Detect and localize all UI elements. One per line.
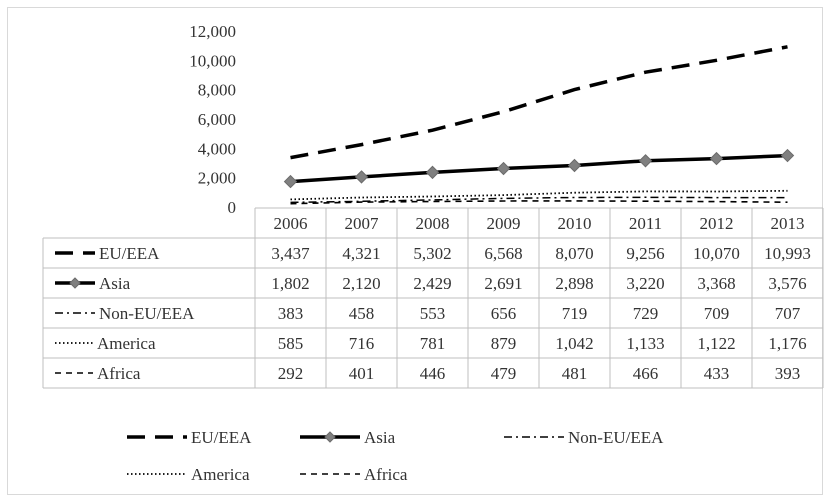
y-tick-label: 12,000 xyxy=(189,22,236,41)
legend-marker-asia xyxy=(69,277,81,289)
x-category-label: 2010 xyxy=(558,214,592,233)
y-tick-label: 2,000 xyxy=(198,169,236,188)
table-cell-value: 781 xyxy=(420,334,446,353)
series-line-non-eu-eea xyxy=(290,196,788,204)
table-cell-value: 716 xyxy=(349,334,375,353)
series-line-america xyxy=(290,189,788,201)
table-cell-value: 2,691 xyxy=(484,274,522,293)
data-point-asia xyxy=(354,170,369,184)
table-cell-value: 401 xyxy=(349,364,375,383)
y-axis: 0 2,000 4,000 6,000 8,000 10,000 12,000 xyxy=(189,22,236,217)
x-category-label: 2012 xyxy=(700,214,734,233)
table-cell-value: 10,993 xyxy=(764,244,811,263)
table-cell-value: 656 xyxy=(491,304,517,323)
y-tick-label: 6,000 xyxy=(198,110,236,129)
legend-label-asia: Asia xyxy=(364,428,396,447)
table-cell-value: 446 xyxy=(420,364,446,383)
table-cell-value: 3,220 xyxy=(626,274,664,293)
data-point-asia xyxy=(780,148,795,163)
table-cell-value: 433 xyxy=(704,364,730,383)
table-cell-value: 1,042 xyxy=(555,334,593,353)
table-cell-value: 383 xyxy=(278,304,304,323)
x-category-label: 2006 xyxy=(274,214,308,233)
x-category-label: 2008 xyxy=(416,214,450,233)
table-cell-value: 393 xyxy=(775,364,801,383)
table-cell-value: 585 xyxy=(278,334,304,353)
table-row-label: Africa xyxy=(97,364,141,383)
y-tick-label: 4,000 xyxy=(198,139,236,158)
table-cell-value: 3,368 xyxy=(697,274,735,293)
data-point-asia xyxy=(496,161,511,176)
table-cell-value: 3,576 xyxy=(768,274,806,293)
data-point-asia xyxy=(567,158,582,173)
table-row-label: EU/EEA xyxy=(99,244,160,263)
table-cell-value: 553 xyxy=(420,304,446,323)
table-cell-value: 6,568 xyxy=(484,244,522,263)
table-cell-value: 2,120 xyxy=(342,274,380,293)
table-cell-value: 481 xyxy=(562,364,588,383)
legend-label-non-eu-eea: Non-EU/EEA xyxy=(568,428,664,447)
data-point-asia xyxy=(425,165,440,180)
legend-label-eu-eea: EU/EEA xyxy=(191,428,252,447)
series-line-asia xyxy=(290,153,788,184)
x-category-label: 2011 xyxy=(629,214,662,233)
y-tick-label: 10,000 xyxy=(189,51,236,70)
data-point-asia xyxy=(283,174,298,189)
table-cell-value: 1,122 xyxy=(697,334,735,353)
series-line-eu-eea xyxy=(290,45,788,160)
y-tick-label: 0 xyxy=(228,198,237,217)
table-cell-value: 9,256 xyxy=(626,244,664,263)
x-category-label: 2013 xyxy=(771,214,805,233)
table-cell-value: 479 xyxy=(491,364,517,383)
table-cell-value: 5,302 xyxy=(413,244,451,263)
table-row-label: America xyxy=(97,334,156,353)
table-cell-value: 2,429 xyxy=(413,274,451,293)
table-cell-value: 4,321 xyxy=(342,244,380,263)
table-cell-value: 8,070 xyxy=(555,244,593,263)
table-cell-value: 729 xyxy=(633,304,659,323)
table-cell-value: 2,898 xyxy=(555,274,593,293)
legend-label-america: America xyxy=(191,465,250,484)
table-cell-value: 879 xyxy=(491,334,517,353)
x-category-label: 2009 xyxy=(487,214,521,233)
x-category-label: 2007 xyxy=(345,214,380,233)
table-row-label: Non-EU/EEA xyxy=(99,304,195,323)
table-row-label: Asia xyxy=(99,274,131,293)
table-cell-value: 709 xyxy=(704,304,730,323)
table-cell-value: 1,133 xyxy=(626,334,664,353)
data-point-asia xyxy=(638,154,653,168)
table-cell-value: 458 xyxy=(349,304,375,323)
table-cell-value: 10,070 xyxy=(693,244,740,263)
legend-marker-asia xyxy=(324,431,336,443)
legend-label-africa: Africa xyxy=(364,465,408,484)
table-cell-value: 707 xyxy=(775,304,801,323)
data-point-asia xyxy=(709,151,724,166)
table-cell-value: 1,802 xyxy=(271,274,309,293)
data-table: 2006 2007 2008 2009 2010 2011 2012 2013 EU/EEA 3,… xyxy=(42,207,824,389)
legend: EU/EEA Asia Non-EU/EEA America Africa xyxy=(127,428,664,484)
table-cell-value: 3,437 xyxy=(271,244,310,263)
table-cell-value: 292 xyxy=(278,364,304,383)
table-cell-value: 719 xyxy=(562,304,588,323)
table-cell-value: 1,176 xyxy=(768,334,806,353)
chart-frame xyxy=(7,7,823,495)
table-cell-value: 466 xyxy=(633,364,659,383)
plot-area xyxy=(283,45,795,205)
series-line-africa xyxy=(290,200,788,205)
y-tick-label: 8,000 xyxy=(198,81,236,100)
